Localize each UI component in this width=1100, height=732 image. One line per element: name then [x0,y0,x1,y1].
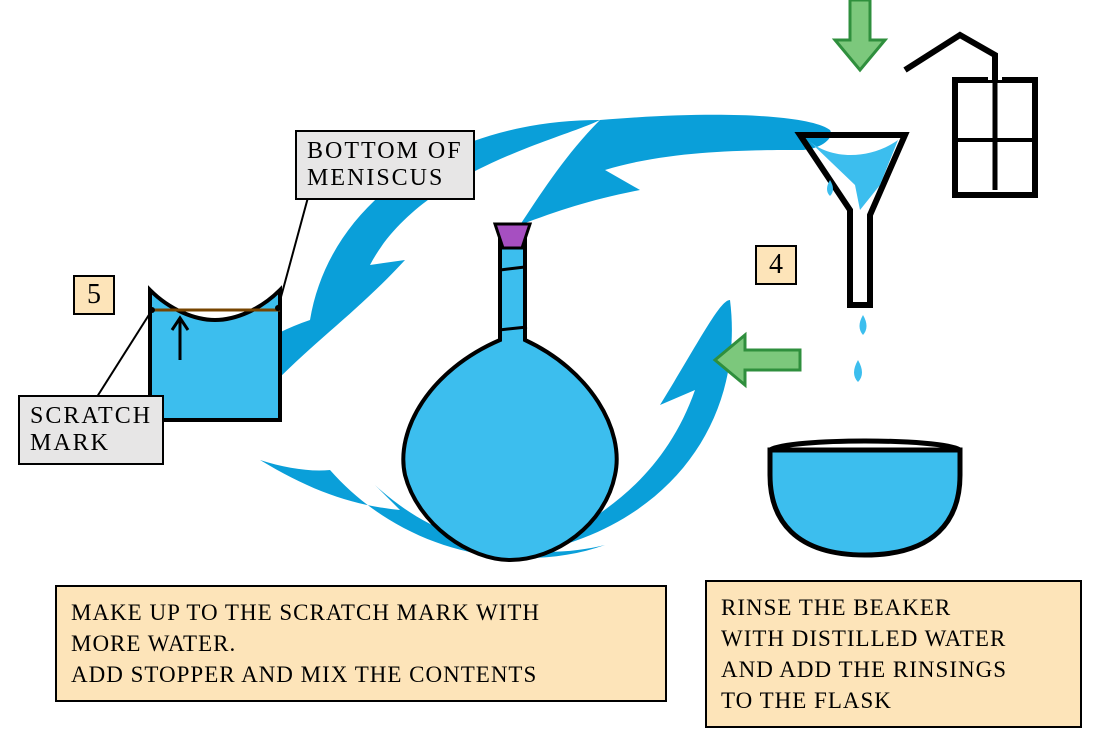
meniscus-tag-l1: BOTTOM OF [307,138,463,164]
volumetric-flask [403,224,616,560]
note-left-l2: MORE WATER. [71,631,236,656]
scratch-tag-l2: MARK [30,430,110,456]
meniscus-tag-l2: MENISCUS [307,165,444,191]
note-right: RINSE THE BEAKER WITH DISTILLED WATER AN… [705,580,1082,728]
note-left: MAKE UP TO THE SCRATCH MARK WITH MORE WA… [55,585,667,702]
step-4: 4 [755,245,797,285]
step-5: 5 [73,275,115,315]
note-left-l3: ADD STOPPER AND MIX THE CONTENTS [71,662,537,687]
scratch-tag-l1: SCRATCH [30,403,152,429]
note-right-l3: AND ADD THE RINSINGS [721,657,1007,682]
note-left-l1: MAKE UP TO THE SCRATCH MARK WITH [71,600,540,625]
note-right-l4: TO THE FLASK [721,688,892,713]
meniscus-tag: BOTTOM OF MENISCUS [295,130,475,200]
note-right-l2: WITH DISTILLED WATER [721,626,1006,651]
note-right-l1: RINSE THE BEAKER [721,595,951,620]
scratch-tag: SCRATCH MARK [18,395,164,465]
meniscus-detail [95,190,310,420]
wash-bottle [905,35,1035,195]
